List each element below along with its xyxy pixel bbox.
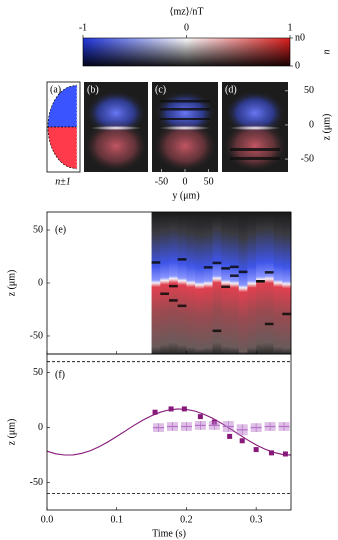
kymo-stripe bbox=[256, 280, 266, 283]
kymo-column bbox=[221, 212, 231, 354]
y-tick-label: -50 bbox=[30, 477, 43, 488]
spin-down-cloud bbox=[84, 120, 148, 172]
kymo-column bbox=[151, 212, 161, 354]
profile-upper bbox=[47, 84, 78, 128]
kymo-column bbox=[160, 212, 170, 354]
y-tick-label: 50 bbox=[33, 224, 43, 235]
kymo-stripe bbox=[230, 265, 240, 269]
x-tick-label: 0.1 bbox=[110, 514, 123, 525]
kymo-stripe bbox=[238, 270, 248, 274]
data-point bbox=[253, 447, 259, 453]
kymo-column bbox=[212, 212, 222, 354]
domain-wall bbox=[229, 125, 281, 131]
data-point bbox=[152, 409, 158, 415]
y-tick-label: 0 bbox=[295, 60, 300, 71]
y-tick-label: 50 bbox=[304, 85, 314, 96]
kymo-stripe bbox=[177, 258, 187, 261]
kymo-stripe bbox=[151, 261, 161, 264]
kymo-column bbox=[238, 212, 248, 354]
x-tick-label: 0 bbox=[183, 176, 188, 187]
data-point bbox=[181, 406, 187, 412]
axis-label: y (μm) bbox=[172, 190, 199, 201]
x-tick-label: 0.2 bbox=[180, 514, 193, 525]
kymo-stripe bbox=[282, 312, 292, 316]
x-tick-label: 0.3 bbox=[250, 514, 263, 525]
stripe bbox=[160, 100, 210, 103]
kymo-column bbox=[177, 212, 187, 354]
data-point bbox=[168, 406, 174, 412]
profile-lower bbox=[47, 126, 78, 170]
y-tick-label: 0 bbox=[38, 277, 43, 288]
colorbar-shade bbox=[82, 37, 291, 67]
spin-down-cloud bbox=[153, 120, 217, 172]
panel-label: (b) bbox=[87, 84, 99, 95]
kymo-column bbox=[186, 212, 196, 354]
y-tick-label: -50 bbox=[301, 153, 314, 164]
x-tick-label: -1 bbox=[79, 22, 87, 33]
x-tick-label: 1 bbox=[288, 22, 293, 33]
y-tick-label: n0 bbox=[295, 32, 305, 43]
data-point bbox=[197, 414, 203, 420]
panel-label: (a) bbox=[50, 84, 61, 95]
x-tick-label: 0.0 bbox=[41, 514, 54, 525]
y-tick-label: 50 bbox=[33, 367, 43, 378]
kymo-column bbox=[247, 212, 257, 354]
kymo-stripe bbox=[221, 267, 231, 270]
y-tick-label: 0 bbox=[38, 422, 43, 433]
kymo-column bbox=[169, 212, 179, 354]
kymo-column bbox=[273, 212, 283, 354]
kymo-column bbox=[203, 212, 213, 354]
panel-label: (e) bbox=[55, 224, 66, 235]
kymo-stripe bbox=[212, 329, 222, 333]
stripe bbox=[230, 157, 280, 160]
x-tick-label: -50 bbox=[155, 176, 168, 187]
domain-wall bbox=[90, 125, 142, 131]
data-point bbox=[282, 451, 288, 457]
data-point bbox=[239, 438, 245, 444]
kymo-stripe bbox=[169, 284, 179, 288]
x-tick-label: 0 bbox=[184, 22, 189, 33]
y-tick-label: 0 bbox=[309, 119, 314, 130]
kymo-column bbox=[282, 212, 292, 354]
kymo-column bbox=[195, 212, 205, 354]
x-tick-label: 50 bbox=[204, 176, 214, 187]
kymo-stripe bbox=[230, 274, 240, 277]
stripe bbox=[230, 148, 280, 151]
stripe bbox=[160, 108, 210, 111]
y-tick-label: -50 bbox=[30, 330, 43, 341]
kymo-stripe bbox=[169, 299, 179, 302]
stripe bbox=[160, 118, 210, 120]
kymo-column bbox=[230, 212, 240, 354]
axis-label: n±1 bbox=[55, 176, 71, 187]
axis-label: Time (s) bbox=[152, 528, 186, 539]
kymo-stripe bbox=[160, 292, 170, 296]
axis-label: z (μm) bbox=[321, 114, 332, 141]
kymo-stripe bbox=[212, 261, 222, 265]
colorbar-title: ⟨mz⟩/nT bbox=[170, 6, 204, 17]
kymo-stripe bbox=[221, 285, 231, 289]
kymo-stripe bbox=[264, 271, 274, 274]
domain-wall bbox=[159, 125, 211, 131]
data-point bbox=[227, 433, 233, 439]
axis-label: z (μm) bbox=[6, 419, 17, 446]
panel-label: (f) bbox=[55, 369, 65, 380]
kymo-column bbox=[256, 212, 266, 354]
kymo-stripe bbox=[264, 322, 274, 326]
kymo-column bbox=[264, 212, 274, 354]
kymo-stripe bbox=[177, 304, 187, 308]
axis-label: z (μm) bbox=[6, 270, 17, 297]
panel-label: (d) bbox=[225, 84, 237, 95]
axis-label: n bbox=[321, 50, 332, 55]
panel-label: (c) bbox=[155, 84, 166, 95]
data-point bbox=[268, 450, 274, 456]
panel-frame bbox=[46, 353, 292, 511]
kymo-stripe bbox=[203, 266, 213, 269]
